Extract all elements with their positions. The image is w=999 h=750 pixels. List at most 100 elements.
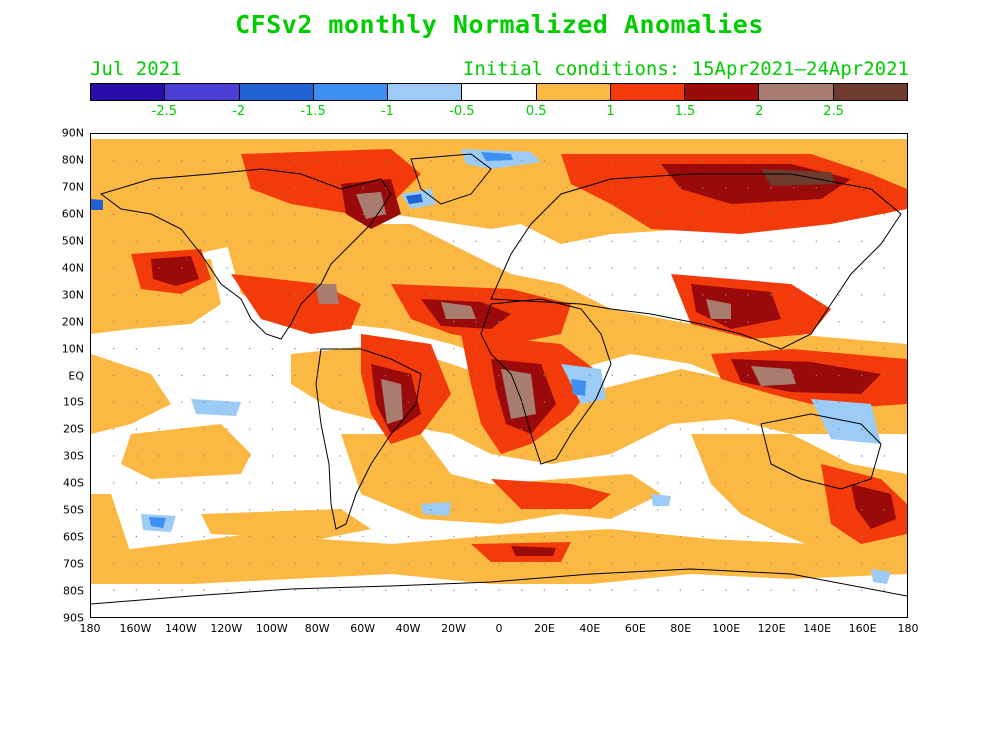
graticule-dot: [566, 321, 568, 323]
graticule-dot: [838, 213, 840, 216]
graticule-dot: [203, 401, 205, 403]
graticule-dot: [317, 294, 319, 296]
graticule-dot: [793, 482, 795, 484]
graticule-dot: [271, 213, 273, 216]
graticule-dot: [271, 374, 273, 377]
graticule-dot: [566, 482, 568, 484]
graticule-dot: [815, 160, 817, 162]
graticule-dot: [566, 294, 568, 296]
color-scale-label: 0.5: [525, 104, 547, 119]
graticule-dot: [203, 562, 205, 564]
graticule-dot: [657, 589, 659, 591]
graticule-dot: [702, 535, 704, 538]
graticule-dot: [249, 562, 251, 564]
graticule-dot: [453, 482, 455, 484]
graticule-dot: [566, 509, 568, 511]
graticule-dot: [475, 348, 477, 350]
graticule-dot: [453, 240, 455, 242]
graticule-dot: [226, 482, 228, 484]
latitude-label: 30N: [61, 288, 84, 302]
graticule-dot: [339, 509, 341, 511]
graticule-dot: [634, 348, 636, 350]
graticule-dot: [475, 562, 477, 564]
graticule-dot: [226, 213, 228, 216]
color-swatch: [91, 84, 166, 100]
graticule-dot: [339, 374, 341, 377]
graticule-dot: [770, 482, 772, 484]
graticule-dot: [226, 535, 228, 538]
graticule-dot: [407, 374, 409, 377]
anomaly-region-extreme-dark: [761, 169, 836, 186]
graticule-dot: [362, 562, 364, 564]
graticule-dot: [702, 321, 704, 323]
graticule-dot: [521, 482, 523, 484]
graticule-dot: [589, 240, 591, 242]
longitude-label: 80W: [304, 622, 330, 635]
graticule-dot: [838, 294, 840, 296]
initial-conditions: Initial conditions: 15Apr2021–24Apr2021: [462, 58, 909, 80]
longitude-label: 100E: [712, 622, 741, 635]
graticule-dot: [317, 589, 319, 591]
graticule-dot: [815, 562, 817, 564]
graticule: [113, 160, 885, 591]
latitude-label: 60S: [63, 530, 84, 544]
graticule-dot: [589, 267, 591, 269]
graticule-dot: [339, 428, 341, 430]
graticule-dot: [566, 187, 568, 189]
graticule-dot: [679, 160, 681, 162]
graticule-dot: [634, 321, 636, 323]
color-scale-label: -2.5: [151, 104, 178, 119]
latitude-label: EQ: [68, 369, 84, 382]
graticule-dot: [271, 535, 273, 538]
graticule-dot: [339, 401, 341, 403]
graticule-dot: [498, 401, 500, 403]
graticule-dot: [430, 509, 432, 511]
graticule-dot: [226, 428, 228, 430]
color-swatch: [313, 84, 389, 100]
graticule-dot: [521, 562, 523, 564]
graticule-dot: [521, 321, 523, 323]
graticule-dot: [589, 374, 591, 377]
graticule-dot: [566, 240, 568, 242]
color-scale-label: 1.5: [674, 104, 696, 119]
latitude-label: 60N: [61, 207, 84, 221]
graticule-dot: [747, 482, 749, 484]
graticule-dot: [362, 482, 364, 484]
graticule-dot: [702, 589, 704, 591]
graticule-dot: [430, 213, 432, 216]
graticule-dot: [317, 562, 319, 564]
graticule-dot: [861, 589, 863, 591]
graticule-dot: [181, 160, 183, 162]
graticule-dot: [883, 348, 885, 350]
graticule-dot: [339, 348, 341, 350]
longitude-label: 40E: [579, 622, 601, 635]
graticule-dot: [453, 509, 455, 511]
graticule-dot: [271, 562, 273, 564]
graticule-dot: [725, 348, 727, 350]
graticule-dot: [498, 562, 500, 564]
graticule-dot: [589, 428, 591, 430]
graticule-dot: [317, 535, 319, 538]
graticule-dot: [498, 509, 500, 511]
graticule-dot: [634, 509, 636, 511]
graticule-dot: [294, 589, 296, 591]
graticule-dot: [611, 240, 613, 242]
color-swatch: [610, 84, 686, 100]
graticule-dot: [249, 240, 251, 242]
graticule-dot: [861, 187, 863, 189]
graticule-dot: [793, 562, 795, 564]
graticule-dot: [339, 160, 341, 162]
graticule-dot: [226, 321, 228, 323]
graticule-dot: [543, 321, 545, 323]
graticule-dot: [747, 401, 749, 403]
color-swatch: [462, 84, 537, 100]
graticule-dot: [385, 240, 387, 242]
graticule-dot: [634, 535, 636, 538]
graticule-dot: [770, 348, 772, 350]
graticule-dot: [634, 294, 636, 296]
graticule-dot: [339, 589, 341, 591]
graticule-dot: [543, 213, 545, 216]
graticule-dot: [271, 240, 273, 242]
graticule-dot: [294, 240, 296, 242]
latitude-label: 80N: [61, 153, 84, 167]
